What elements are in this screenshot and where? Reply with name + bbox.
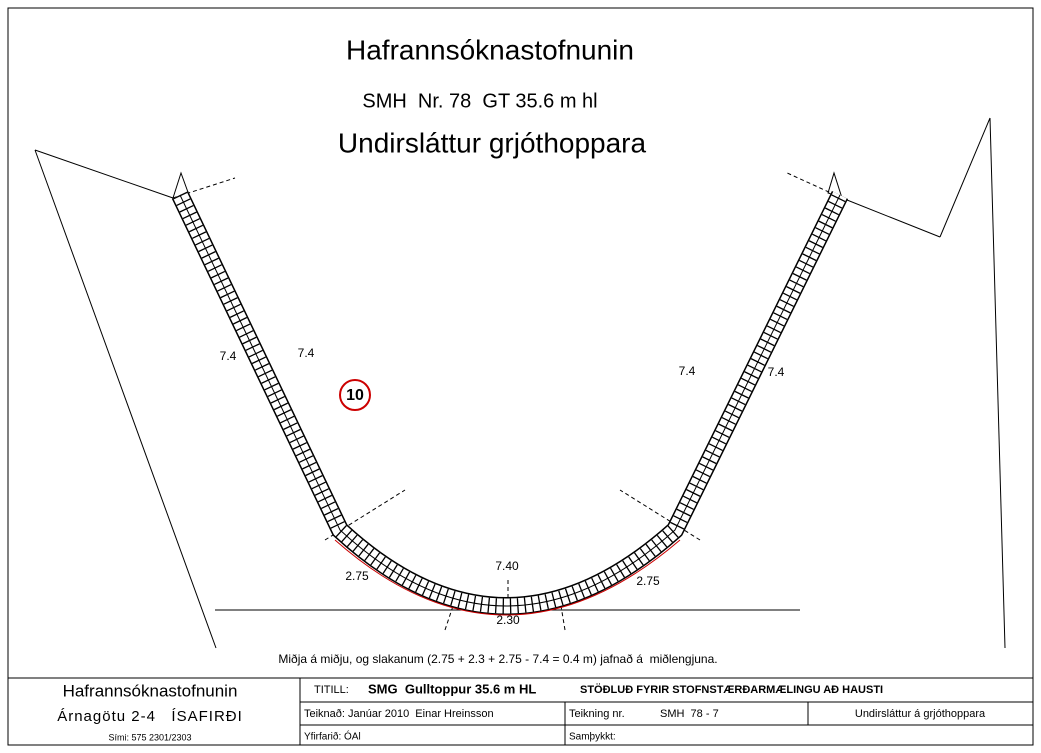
checked: Yfirfarið: ÓAl	[304, 730, 361, 743]
drawn: Teiknað: Janúar 2010 Einar Hreinsson	[304, 708, 494, 720]
title-block-lines	[8, 677, 1033, 745]
approved: Samþykkt:	[569, 732, 616, 743]
drawing-no: SMH 78 - 7	[660, 708, 719, 720]
end-marks	[172, 171, 843, 199]
drawing-no-label: Teikning nr.	[569, 708, 625, 720]
net	[171, 191, 849, 616]
dimension: 2.30	[496, 613, 520, 627]
subtitle: SMH Nr. 78 GT 35.6 m hl	[362, 90, 597, 112]
frame	[7, 7, 1034, 746]
dimension: 7.40	[495, 559, 519, 573]
dimension: 7.4	[220, 349, 237, 363]
drawing-name: Undirsláttur á grjóthoppara	[855, 708, 986, 720]
construction-lines	[34, 117, 1006, 649]
org: Hafrannsóknastofnunin	[63, 681, 238, 700]
phone: Sími: 575 2301/2303	[108, 732, 191, 742]
dimension: 2.75	[345, 569, 369, 583]
note: Miðja á miðju, og slakanum (2.75 + 2.3 +…	[278, 652, 717, 666]
marker: 10	[346, 387, 364, 404]
title: Hafrannsóknastofnunin	[346, 34, 634, 65]
heading: Undirsláttur grjóthoppara	[338, 127, 647, 158]
dimension: 7.4	[768, 365, 785, 379]
dimension: 7.4	[298, 346, 315, 360]
block-title: SMG Gulltoppur 35.6 m HL	[368, 681, 536, 696]
dashed-lines	[172, 171, 843, 631]
address: Árnagötu 2-4 ÍSAFIRÐI	[57, 708, 243, 725]
dimension: 2.75	[636, 574, 660, 588]
title-label: TITILL:	[314, 684, 349, 696]
dimension: 7.4	[679, 364, 696, 378]
marker-circle	[339, 379, 371, 411]
block-title-desc: STÖÐLUÐ FYRIR STOFNSTÆRÐARMÆLINGU AÐ HAU…	[580, 683, 883, 696]
